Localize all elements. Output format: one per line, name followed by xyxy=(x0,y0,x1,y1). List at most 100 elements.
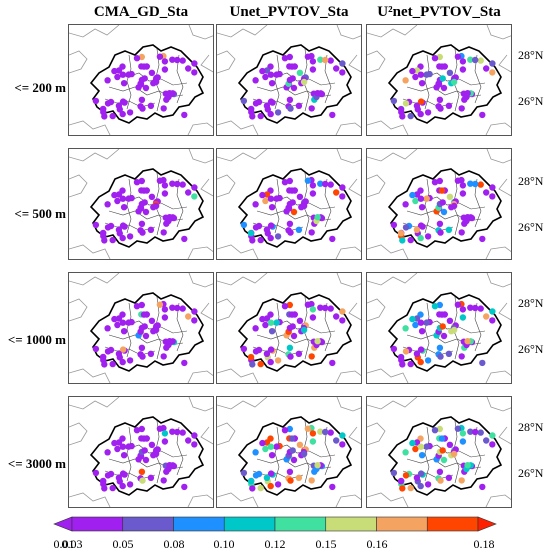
map-svg xyxy=(217,149,361,259)
station-dot xyxy=(160,105,167,112)
station-dot xyxy=(156,177,164,184)
colorbar-tick-label: 0.05 xyxy=(112,537,134,551)
station-dot xyxy=(138,53,145,61)
station-dot xyxy=(161,58,169,65)
map-panel-r3-c2 xyxy=(216,272,362,384)
station-dot xyxy=(446,69,454,76)
map-panel-r4-c1 xyxy=(68,396,214,508)
lat-label-26n-row1: 26°N xyxy=(518,94,544,108)
station-dot xyxy=(252,472,260,479)
prefecture-boundary xyxy=(424,178,430,234)
neighbor-border xyxy=(348,302,361,321)
colorbar-tick-label: 0.15 xyxy=(315,537,337,551)
neighbor-border xyxy=(335,494,361,507)
station-dot xyxy=(309,190,317,197)
station-dot xyxy=(417,470,425,477)
colorbar-tick-label: 0.12 xyxy=(264,537,286,551)
station-dot xyxy=(247,354,255,361)
station-dot xyxy=(252,325,259,332)
station-dot xyxy=(479,111,486,119)
station-dot xyxy=(240,97,248,105)
station-dot xyxy=(322,56,329,64)
station-dot xyxy=(109,360,116,368)
station-dot xyxy=(333,437,340,444)
station-dot xyxy=(152,78,160,86)
station-dot xyxy=(247,106,255,113)
station-dot xyxy=(413,350,421,357)
station-dot xyxy=(477,57,484,64)
station-dot xyxy=(268,328,276,335)
station-dot xyxy=(267,346,275,353)
station-dot xyxy=(417,71,425,78)
neighbor-border xyxy=(217,273,268,286)
station-dot xyxy=(464,90,471,97)
station-dot xyxy=(459,182,467,189)
station-dot xyxy=(126,357,134,364)
neighbor-border xyxy=(367,492,409,507)
station-dot xyxy=(119,234,126,242)
station-dot xyxy=(267,443,275,450)
station-dot xyxy=(418,80,426,87)
station-dot xyxy=(148,193,156,200)
station-dot xyxy=(119,470,127,477)
station-dot xyxy=(472,304,479,312)
station-dot xyxy=(417,195,425,202)
station-dot xyxy=(268,204,276,211)
neighbor-border xyxy=(188,273,213,288)
station-dot xyxy=(459,430,467,437)
province-boundary xyxy=(89,44,205,124)
station-dot xyxy=(142,332,150,340)
neighbor-border xyxy=(69,397,120,410)
station-dot xyxy=(402,472,410,479)
station-dot xyxy=(141,199,148,206)
station-dot xyxy=(160,229,167,236)
map-panel-r3-c3 xyxy=(366,272,512,384)
station-dot xyxy=(459,306,467,313)
station-dot xyxy=(111,439,118,447)
station-dot xyxy=(464,338,471,345)
station-dot xyxy=(407,236,414,244)
station-dot xyxy=(125,319,132,326)
station-dot xyxy=(287,477,294,484)
station-dot xyxy=(257,236,264,244)
station-dot xyxy=(454,53,462,60)
lat-label-26n-row3: 26°N xyxy=(518,342,544,356)
station-dot xyxy=(138,301,145,309)
station-dot xyxy=(267,71,275,78)
station-dot xyxy=(483,65,490,72)
neighbor-border xyxy=(486,397,511,412)
map-panel-r2-c3 xyxy=(366,148,512,260)
station-dot xyxy=(181,111,188,119)
station-dot xyxy=(286,53,293,61)
neighbor-border xyxy=(486,149,511,164)
station-dot xyxy=(418,204,426,211)
station-dot xyxy=(104,77,111,84)
station-dot xyxy=(300,202,308,210)
lat-label-28n-row2: 28°N xyxy=(518,174,544,188)
station-dot xyxy=(489,60,496,67)
station-dot xyxy=(119,110,126,118)
station-dot xyxy=(114,445,121,453)
station-dot xyxy=(267,98,275,105)
neighbor-border xyxy=(69,25,120,38)
neighbor-border xyxy=(348,178,361,197)
station-dot xyxy=(288,63,296,70)
station-dot xyxy=(417,346,425,353)
neighbor-border xyxy=(69,368,111,383)
station-dot xyxy=(126,109,134,116)
station-dot xyxy=(152,202,160,210)
station-dot xyxy=(296,317,304,324)
neighbor-border xyxy=(367,273,418,286)
station-dot xyxy=(489,193,496,200)
station-dot xyxy=(191,432,198,439)
station-dot xyxy=(114,321,121,329)
station-dot xyxy=(329,359,336,367)
station-dot xyxy=(148,317,156,324)
station-dot xyxy=(252,100,260,107)
station-dot xyxy=(267,482,274,490)
station-dot xyxy=(267,195,275,202)
station-dot xyxy=(339,69,346,76)
station-dot xyxy=(249,113,256,120)
row-label-500m: <= 500 m xyxy=(14,206,66,221)
station-dot xyxy=(174,180,181,188)
